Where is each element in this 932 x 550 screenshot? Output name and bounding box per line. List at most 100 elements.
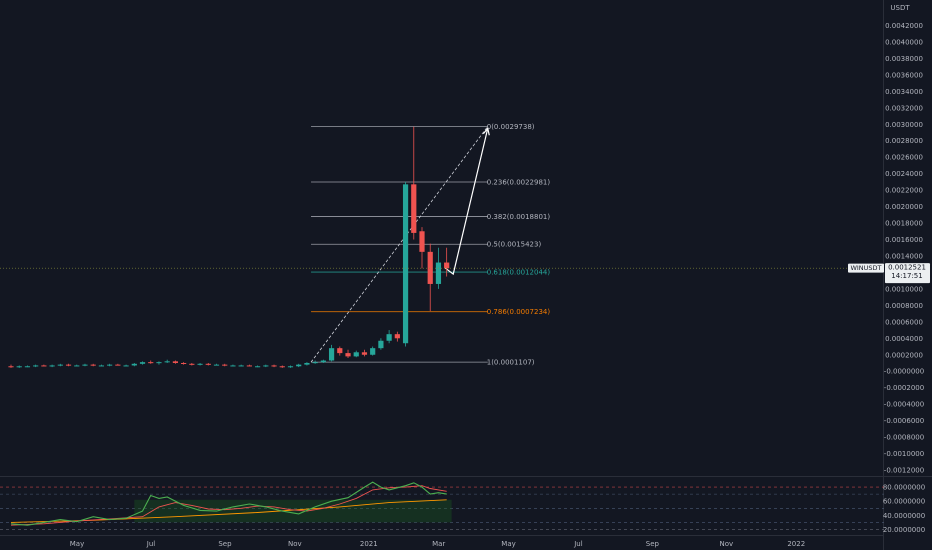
time-tick-label: Sep — [646, 540, 660, 548]
fib-level-label: 0.236(0.0022981) — [487, 179, 551, 187]
candle — [328, 344, 335, 362]
candle-body — [386, 334, 392, 341]
candle — [123, 364, 129, 367]
candle — [16, 365, 22, 368]
candle-body — [197, 363, 203, 365]
time-tick-label: Jul — [573, 540, 583, 548]
candle — [164, 359, 170, 363]
candle-body — [320, 360, 326, 363]
candle-body — [444, 262, 450, 269]
time-tick-label: Nov — [288, 540, 302, 548]
price-tick-label: 0.0026000 — [885, 154, 923, 162]
candle — [82, 363, 88, 367]
symbol-tag — [848, 263, 884, 273]
projection-arrow-head — [482, 127, 490, 136]
candle-body — [337, 348, 343, 354]
candle — [172, 360, 178, 364]
candle — [246, 364, 252, 367]
candle — [139, 361, 146, 365]
candle-body — [230, 365, 236, 367]
price-tag — [885, 263, 930, 284]
candle — [189, 362, 195, 366]
fib-level-label: 1(0.0001107) — [487, 359, 535, 367]
price-tick-label: 0.0016000 — [885, 236, 923, 244]
candle — [353, 350, 359, 358]
candle-body — [24, 366, 31, 368]
candle-body — [255, 366, 261, 368]
price-tick-label: -0.0008000 — [884, 434, 924, 442]
candle-body — [378, 340, 384, 349]
price-tick-label: 0.0010000 — [885, 285, 923, 293]
candle-body — [98, 365, 105, 367]
indicator-axis: 80.0000000 60.0000000 40.0000000 20.0000000 — [883, 484, 925, 534]
candle — [279, 365, 285, 368]
price-tick-label: -0.0012000 — [884, 467, 924, 475]
price-tick-label: 0.0020000 — [885, 203, 923, 211]
candle — [65, 363, 72, 367]
candle — [205, 362, 211, 366]
candle — [98, 364, 105, 367]
price-tag-countdown: 14:17:51 — [891, 272, 922, 280]
candle-body — [65, 364, 72, 366]
candle-body — [279, 366, 285, 368]
candle-body — [296, 364, 302, 367]
candle — [156, 361, 162, 365]
time-tick-label: Mar — [432, 540, 445, 548]
price-tick-label: 0.0028000 — [885, 137, 923, 145]
candle — [74, 364, 80, 367]
candle — [296, 363, 302, 368]
candle — [345, 349, 351, 359]
candle-body — [164, 361, 170, 363]
candles — [8, 126, 450, 368]
candle-body — [172, 361, 178, 363]
price-tick-label: 0.0014000 — [885, 252, 923, 260]
price-axis[interactable]: 0.0042000 0.0040000 0.0038000 0.0036000 0.00… — [884, 22, 924, 475]
time-axis[interactable]: May Jul Sep Nov 2021 Mar May Jul Sep Nov 2022 — [70, 540, 805, 548]
price-tick-label: 0.0038000 — [885, 55, 923, 63]
fib-level-label: 0.382(0.0018801) — [487, 213, 551, 221]
candle — [230, 364, 236, 367]
candle — [90, 363, 96, 367]
fib-trend-line — [310, 126, 489, 363]
candle — [337, 346, 343, 356]
candle — [213, 363, 220, 366]
candle — [411, 126, 417, 240]
price-tick-label: 0.0042000 — [885, 22, 923, 30]
candle-body — [353, 352, 359, 357]
candle — [361, 349, 368, 357]
indicator-tick-label: 40.0000000 — [883, 512, 925, 520]
price-tick-label: 0.0034000 — [885, 88, 923, 96]
indicator-band — [134, 499, 452, 523]
indicator-pane[interactable] — [0, 481, 884, 530]
time-tick-label: Sep — [218, 540, 232, 548]
price-tick-label: 0.0024000 — [885, 170, 923, 178]
candle-body — [213, 364, 220, 366]
price-tick-label: 0.0022000 — [885, 187, 923, 195]
fib-level-label: 0.786(0.0007234) — [487, 308, 551, 316]
indicator-tick-label: 60.0000000 — [883, 498, 925, 506]
time-tick-label: May — [70, 540, 84, 548]
candle — [148, 360, 154, 364]
time-tick-label: 2022 — [787, 540, 805, 548]
candle — [33, 364, 39, 368]
candle-body — [107, 364, 113, 366]
price-tag-value: 0.0012521 — [888, 264, 926, 272]
trend-lines[interactable] — [310, 126, 490, 363]
candle-body — [287, 366, 294, 368]
time-tick-label: Jul — [146, 540, 156, 548]
candle — [131, 362, 137, 367]
candle-body — [361, 352, 368, 355]
candle-body — [8, 366, 14, 368]
indicator-tick-label: 80.0000000 — [883, 484, 925, 492]
candle-body — [394, 334, 400, 339]
price-tick-label: 0.0030000 — [885, 121, 923, 129]
candle — [222, 363, 228, 367]
candle — [107, 363, 113, 367]
price-tick-label: 0.0002000 — [885, 351, 923, 359]
candle-body — [115, 364, 121, 366]
candle — [115, 363, 121, 366]
candle-body — [148, 362, 154, 364]
candle — [370, 346, 376, 356]
price-tick-label: -0.0000000 — [884, 368, 924, 376]
